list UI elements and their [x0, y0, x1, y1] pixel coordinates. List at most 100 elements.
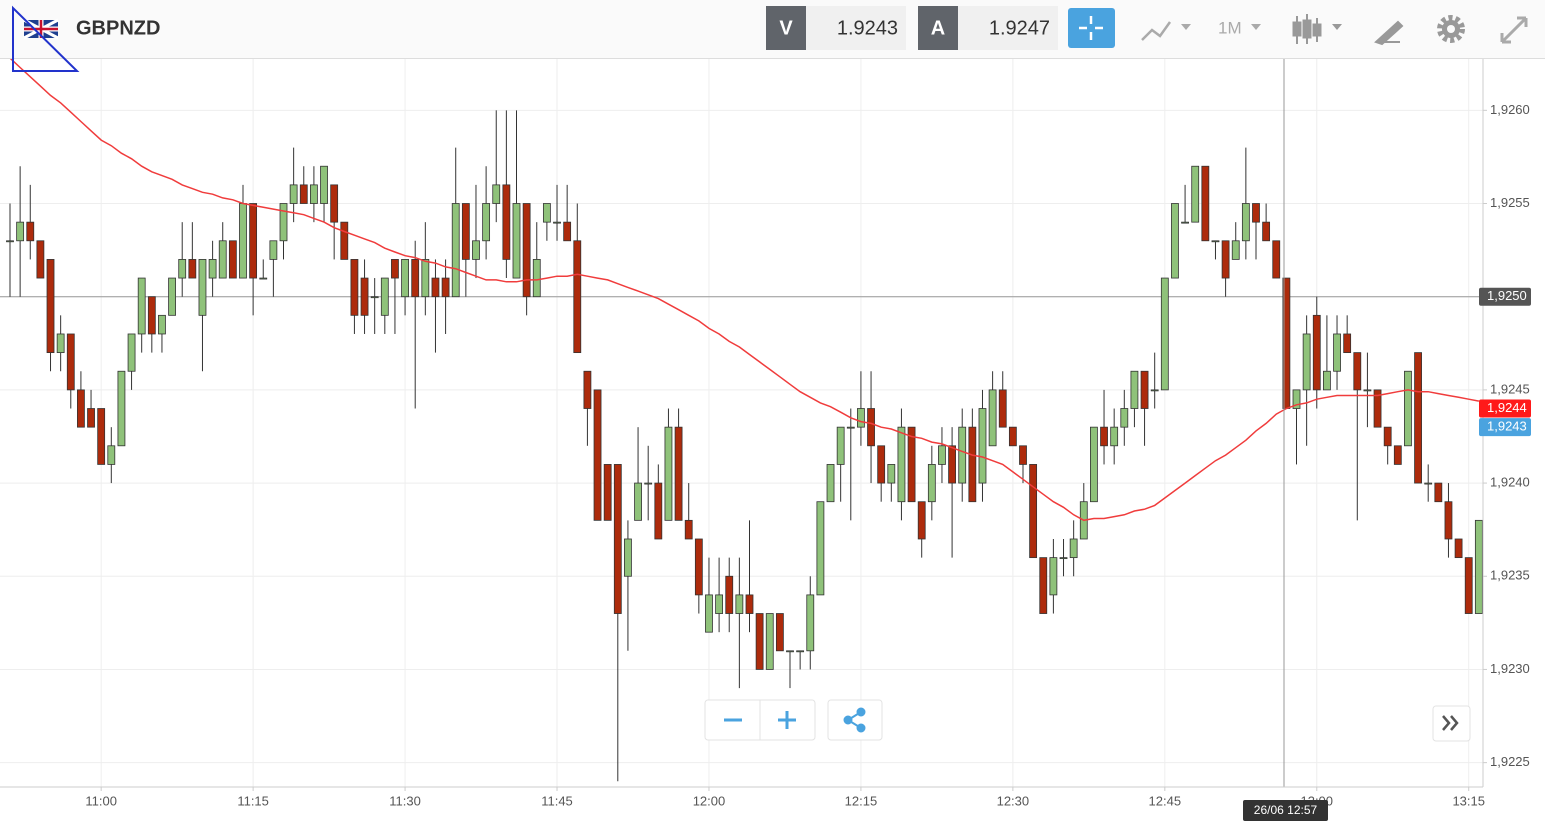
x-tick-label: 13:15	[1452, 793, 1485, 808]
candle-body	[755, 613, 764, 670]
candle-body	[725, 575, 734, 614]
x-tick-label: 12:15	[845, 793, 878, 808]
settings-button[interactable]	[1437, 15, 1465, 43]
candle-body	[289, 184, 298, 204]
candle-body	[867, 408, 875, 447]
candle-body	[958, 426, 967, 484]
candle-body	[674, 426, 683, 521]
candle-body	[1434, 482, 1443, 503]
candle-body	[1373, 389, 1382, 428]
candle-body	[56, 333, 65, 354]
candle-body	[431, 277, 440, 298]
candle-body	[806, 594, 815, 652]
candle-body	[1160, 277, 1169, 391]
candle-body	[87, 408, 95, 428]
candle-body	[694, 538, 703, 596]
x-tick-label: 12:30	[997, 793, 1030, 808]
candle-body	[1120, 408, 1129, 428]
candle-body	[299, 184, 308, 204]
candle-body	[36, 240, 45, 279]
bid-price: 1.9243	[837, 17, 898, 39]
candle-body	[796, 650, 805, 653]
candle-body	[1211, 240, 1220, 243]
candle-body	[1414, 352, 1422, 484]
candle-body	[198, 259, 207, 316]
candle-body	[1140, 370, 1149, 409]
candle-body	[1323, 370, 1331, 391]
share-button[interactable]	[827, 699, 883, 741]
candle-body	[1353, 352, 1362, 391]
candle-body	[360, 277, 369, 316]
candle-body	[1059, 557, 1068, 560]
candle-body	[938, 445, 946, 465]
candle-body	[1090, 426, 1098, 503]
ask-price: 1.9247	[989, 17, 1050, 39]
candle-body	[340, 221, 349, 260]
candle-body	[117, 370, 126, 447]
candle-body	[512, 203, 521, 279]
candle-body	[1444, 501, 1453, 540]
candle-body	[26, 221, 35, 242]
candle-body	[998, 389, 1007, 428]
candle-body	[492, 184, 501, 204]
bid-button[interactable]	[766, 6, 806, 50]
y-tick-label: 1,9255	[1490, 195, 1530, 210]
ask-button[interactable]	[918, 6, 958, 50]
candle-body	[907, 426, 916, 503]
price-marker	[1479, 287, 1531, 306]
drawn-triangle[interactable]	[12, 5, 80, 72]
candle-body	[654, 482, 663, 540]
candle-body	[391, 259, 399, 279]
x-tick-label: 11:15	[237, 793, 269, 808]
candle-body	[137, 277, 146, 335]
chart-type-button[interactable]	[1292, 14, 1342, 44]
candle-body	[6, 240, 14, 243]
candle-body	[1181, 221, 1189, 224]
y-tick-label: 1,9225	[1490, 754, 1530, 769]
candle-body	[1171, 203, 1179, 279]
candle-body	[66, 333, 75, 391]
candle-body	[857, 408, 865, 428]
axes: 1,9225 1,9230 1,9235 1,9240 1,9245 1,9250 1,92…	[85, 102, 1531, 808]
candle-body	[897, 426, 906, 503]
candle-body	[1292, 389, 1301, 409]
indicator-button[interactable]	[1141, 21, 1191, 41]
candle-body	[188, 259, 197, 279]
candle-body	[846, 426, 855, 429]
candle-body	[1474, 519, 1483, 614]
candle-body	[320, 165, 328, 204]
candle-body	[1039, 557, 1048, 614]
candle-body	[218, 240, 227, 279]
candle-body	[441, 277, 450, 298]
fullscreen-button[interactable]	[1500, 16, 1528, 44]
candle-body	[1231, 240, 1240, 260]
candle-body	[1404, 370, 1412, 447]
scroll-latest-button[interactable]	[1432, 705, 1471, 742]
candle-body	[624, 538, 632, 577]
candle-body	[948, 445, 956, 484]
flag-icon	[23, 18, 59, 40]
zoom-in[interactable]	[778, 711, 796, 729]
candle-body	[421, 259, 430, 298]
candle-body	[836, 426, 845, 465]
crosshair-button[interactable]	[1068, 8, 1115, 48]
price-marker-label: 1,9244	[1487, 400, 1527, 415]
candle-body	[269, 240, 278, 260]
bid-box	[806, 6, 906, 50]
interval-caret	[1251, 24, 1261, 30]
candle-body	[1312, 314, 1321, 391]
candle-body	[1424, 482, 1433, 485]
candle-body	[877, 445, 886, 484]
candle-body	[451, 203, 460, 298]
candle-body	[927, 464, 936, 503]
candle-body	[1383, 426, 1392, 447]
drawing-tool-button[interactable]	[1374, 20, 1404, 46]
price-marker-label: 1,9243	[1487, 419, 1527, 434]
candle-body	[826, 464, 835, 503]
candle-body	[461, 203, 470, 260]
candle-body	[1130, 370, 1139, 409]
candle-body	[593, 389, 602, 521]
candle-body	[978, 408, 987, 484]
candle-body	[613, 464, 622, 614]
interval[interactable]: 1M	[1218, 18, 1242, 37]
